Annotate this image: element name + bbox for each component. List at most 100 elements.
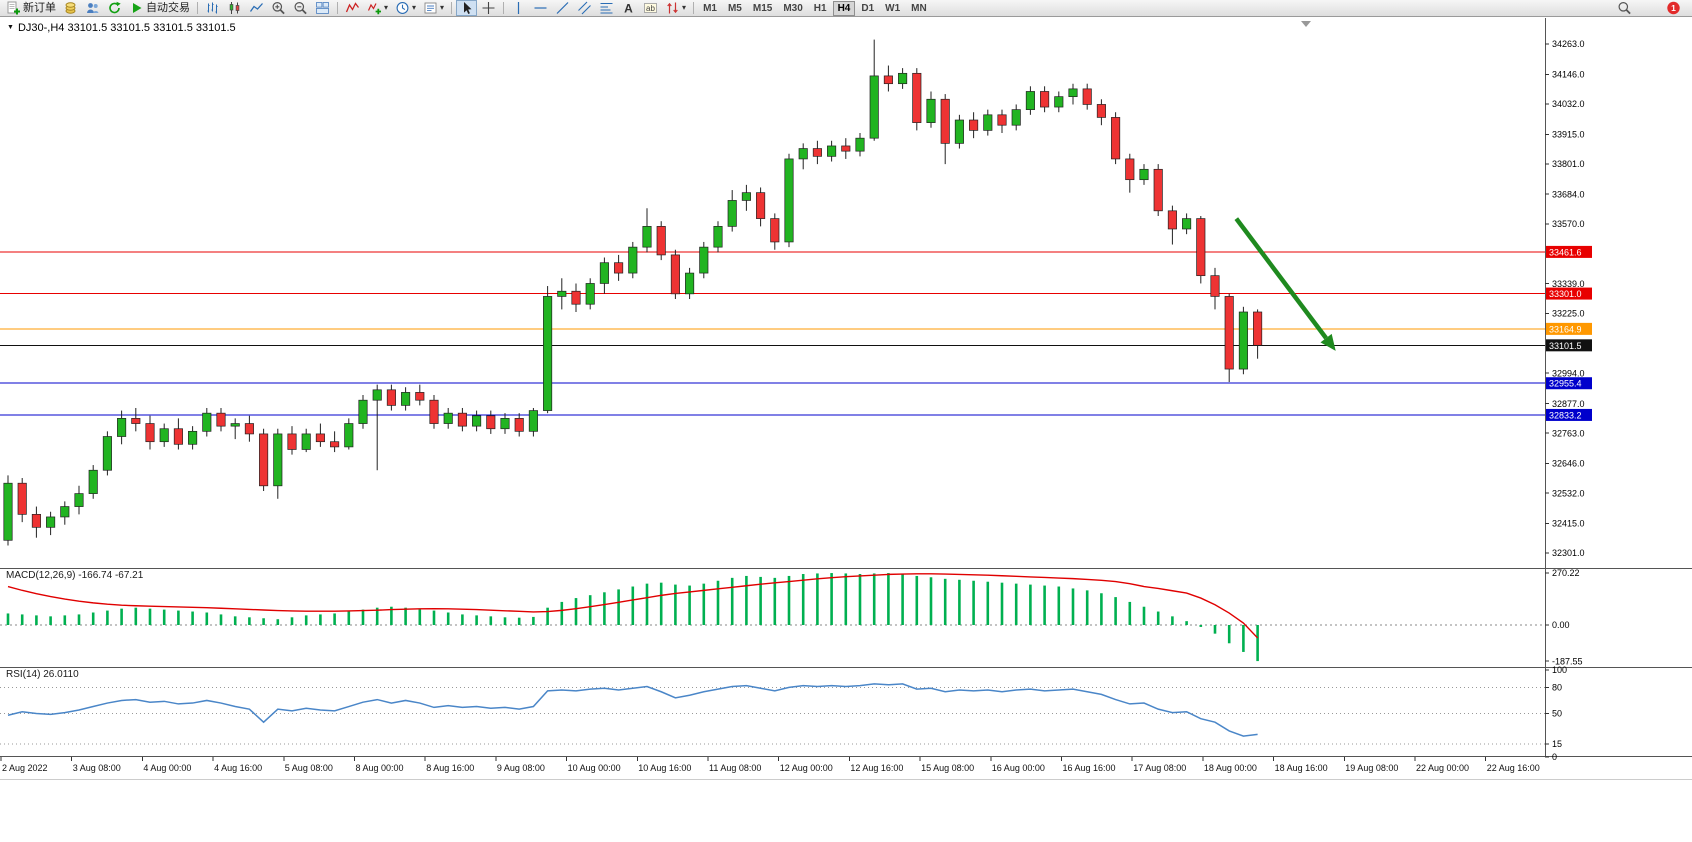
- svg-text:32415.0: 32415.0: [1552, 519, 1585, 529]
- timeframe-toolbar: M1 M5 M15 M30 H1 H4 D1 W1 MN: [698, 0, 932, 16]
- rsi-label: RSI(14) 26.0110: [6, 669, 79, 680]
- channel-button[interactable]: [574, 0, 595, 16]
- svg-text:ab: ab: [646, 4, 655, 13]
- chart-shift-marker[interactable]: [1301, 21, 1311, 27]
- svg-text:50: 50: [1552, 709, 1562, 719]
- bar-chart-button[interactable]: [202, 0, 223, 16]
- svg-text:19 Aug 08:00: 19 Aug 08:00: [1345, 763, 1398, 773]
- fibonacci-button[interactable]: [596, 0, 617, 16]
- period-menu-button[interactable]: ▾: [392, 0, 419, 16]
- svg-text:5 Aug 08:00: 5 Aug 08:00: [285, 763, 333, 773]
- arrows-button[interactable]: ▾: [662, 0, 689, 16]
- svg-text:33301.0: 33301.0: [1549, 289, 1582, 299]
- cursor-button[interactable]: [456, 0, 478, 16]
- indicators-button[interactable]: [342, 0, 363, 16]
- svg-text:1: 1: [1671, 3, 1676, 13]
- svg-text:34146.0: 34146.0: [1552, 70, 1585, 80]
- svg-text:33461.6: 33461.6: [1549, 247, 1582, 257]
- timeframe-d1[interactable]: D1: [856, 1, 879, 16]
- dropdown-caret-icon: ▾: [412, 3, 417, 12]
- new-order-button[interactable]: 新订单: [3, 0, 59, 16]
- templates-button[interactable]: ▾: [420, 0, 447, 16]
- svg-text:32955.4: 32955.4: [1549, 379, 1582, 389]
- svg-text:15: 15: [1552, 739, 1562, 749]
- svg-text:32994.0: 32994.0: [1552, 368, 1585, 378]
- text-label-button[interactable]: ab: [640, 0, 661, 16]
- svg-text:32763.0: 32763.0: [1552, 428, 1585, 438]
- svg-text:32532.0: 32532.0: [1552, 488, 1585, 498]
- svg-text:3 Aug 08:00: 3 Aug 08:00: [73, 763, 121, 773]
- timeframe-w1[interactable]: W1: [880, 1, 905, 16]
- dropdown-caret-icon: ▾: [440, 3, 445, 12]
- search-button[interactable]: [1614, 0, 1635, 16]
- svg-text:33339.0: 33339.0: [1552, 279, 1585, 289]
- zoom-out-button[interactable]: [290, 0, 311, 16]
- svg-text:100: 100: [1552, 665, 1567, 675]
- rsi-indicator: 100 80 50 15 0: [0, 665, 1567, 762]
- svg-text:8 Aug 00:00: 8 Aug 00:00: [356, 763, 404, 773]
- toolbar-right: 1: [1614, 0, 1689, 16]
- horizontal-levels[interactable]: 33461.6 33301.0 33164.9 33101.5 32955.4 32833…: [0, 245, 1592, 421]
- macd-indicator: 270.22 0.00 -187.55: [0, 568, 1583, 666]
- svg-text:12 Aug 00:00: 12 Aug 00:00: [780, 763, 833, 773]
- svg-text:22 Aug 16:00: 22 Aug 16:00: [1487, 763, 1540, 773]
- horizontal-line-button[interactable]: [530, 0, 551, 16]
- svg-text:80: 80: [1552, 683, 1562, 693]
- chart-title: ▼ DJ30-,H4 33101.5 33101.5 33101.5 33101…: [7, 22, 236, 34]
- line-chart-button[interactable]: [246, 0, 267, 16]
- text-button[interactable]: A: [618, 0, 639, 16]
- svg-text:32301.0: 32301.0: [1552, 548, 1585, 558]
- timeframe-m5[interactable]: M5: [723, 1, 747, 16]
- svg-text:10 Aug 00:00: 10 Aug 00:00: [568, 763, 621, 773]
- svg-text:10 Aug 16:00: 10 Aug 16:00: [638, 763, 691, 773]
- add-indicator-button[interactable]: ▾: [364, 0, 391, 16]
- timeframe-h4[interactable]: H4: [832, 0, 856, 16]
- timeframe-m15[interactable]: M15: [748, 1, 777, 16]
- symbol-dropdown-icon[interactable]: ▼: [7, 24, 14, 31]
- svg-text:9 Aug 08:00: 9 Aug 08:00: [497, 763, 545, 773]
- timeframe-m30[interactable]: M30: [778, 1, 807, 16]
- svg-text:33684.0: 33684.0: [1552, 189, 1585, 199]
- timeframe-mn[interactable]: MN: [906, 1, 932, 16]
- svg-text:12 Aug 16:00: 12 Aug 16:00: [850, 763, 903, 773]
- timeframe-m1[interactable]: M1: [698, 1, 722, 16]
- toolbar-separator: [197, 2, 198, 14]
- candlestick-chart-button[interactable]: [224, 0, 245, 16]
- refresh-icon[interactable]: [104, 0, 125, 16]
- svg-text:33801.0: 33801.0: [1552, 159, 1585, 169]
- gold-coins-icon[interactable]: [60, 0, 81, 16]
- auto-trading-button[interactable]: 自动交易: [126, 0, 193, 16]
- svg-text:4 Aug 16:00: 4 Aug 16:00: [214, 763, 262, 773]
- price-axis: 34263.0 34146.0 34032.0 33915.0 33801.0 33684…: [1545, 39, 1585, 558]
- zoom-in-button[interactable]: [268, 0, 289, 16]
- sell-arrow-annotation[interactable]: [1234, 217, 1336, 351]
- time-axis: 2 Aug 2022 3 Aug 08:00 4 Aug 00:00 4 Aug 16…: [0, 757, 1540, 773]
- panel-borders: [0, 18, 1692, 780]
- tile-windows-button[interactable]: [312, 0, 333, 16]
- crosshair-button[interactable]: [478, 0, 499, 16]
- svg-text:33164.9: 33164.9: [1549, 324, 1582, 334]
- toolbar-separator: [451, 2, 453, 14]
- community-icon[interactable]: [82, 0, 103, 16]
- toolbar-separator: [693, 2, 695, 14]
- svg-text:270.22: 270.22: [1552, 568, 1580, 578]
- svg-text:34032.0: 34032.0: [1552, 99, 1585, 109]
- svg-text:22 Aug 00:00: 22 Aug 00:00: [1416, 763, 1469, 773]
- svg-text:8 Aug 16:00: 8 Aug 16:00: [426, 763, 474, 773]
- toolbar-separator: [337, 2, 338, 14]
- timeframe-h1[interactable]: H1: [809, 1, 832, 16]
- svg-text:18 Aug 00:00: 18 Aug 00:00: [1204, 763, 1257, 773]
- dropdown-caret-icon: ▾: [384, 3, 389, 12]
- svg-text:34263.0: 34263.0: [1552, 39, 1585, 49]
- chart-title-text: DJ30-,H4 33101.5 33101.5 33101.5 33101.5: [17, 22, 236, 34]
- svg-text:0: 0: [1552, 752, 1557, 762]
- auto-trading-button-label: 自动交易: [146, 2, 190, 14]
- notification-button[interactable]: 1: [1663, 0, 1684, 16]
- svg-text:0.00: 0.00: [1552, 620, 1570, 630]
- trendline-button[interactable]: [552, 0, 573, 16]
- vertical-line-button[interactable]: [508, 0, 529, 16]
- macd-label: MACD(12,26,9) -166.74 -67.21: [6, 570, 144, 581]
- svg-text:11 Aug 08:00: 11 Aug 08:00: [709, 763, 761, 773]
